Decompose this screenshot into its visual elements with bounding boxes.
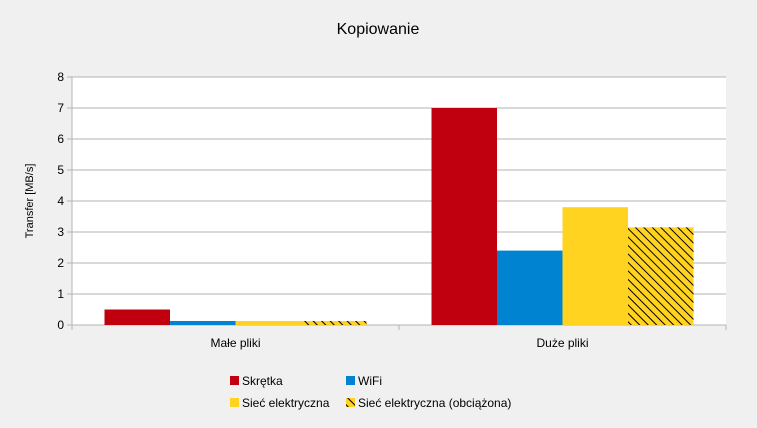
legend-swatch — [230, 376, 239, 385]
bar — [170, 320, 236, 325]
bar — [562, 207, 628, 325]
legend-swatch — [346, 398, 355, 407]
y-tick-label: 2 — [57, 256, 64, 270]
x-tick-label: Duże pliki — [536, 336, 588, 350]
legend-swatch — [230, 398, 239, 407]
y-tick-label: 1 — [57, 287, 64, 301]
chart-title: Kopiowanie — [337, 21, 420, 38]
bar — [301, 320, 367, 325]
bar — [431, 108, 497, 325]
bar — [235, 320, 301, 325]
legend-label: WiFi — [358, 374, 382, 388]
plot-area: 0 1 2 3 4 5 6 7 8 Małe pliki Duże pliki — [57, 70, 727, 350]
y-tick-label: 7 — [57, 101, 64, 115]
y-tick-label: 3 — [57, 225, 64, 239]
legend-label: Sieć elektryczna (obciążona) — [358, 396, 511, 410]
legend-swatch — [346, 376, 355, 385]
y-tick-label: 4 — [57, 194, 64, 208]
bar — [628, 227, 694, 325]
y-tick-label: 5 — [57, 163, 64, 177]
x-tick-label: Małe pliki — [210, 336, 260, 350]
legend: Skrętka WiFi Sieć elektryczna Sieć elektryc… — [230, 374, 511, 410]
y-tick-label: 6 — [57, 132, 64, 146]
y-tick-label: 8 — [57, 70, 64, 84]
legend-label: Skrętka — [242, 374, 283, 388]
y-axis-label: Transfer [MB/s] — [24, 164, 36, 239]
y-tick-label: 0 — [57, 318, 64, 332]
bar — [497, 250, 563, 325]
bar — [104, 309, 170, 325]
legend-label: Sieć elektryczna — [242, 396, 330, 410]
